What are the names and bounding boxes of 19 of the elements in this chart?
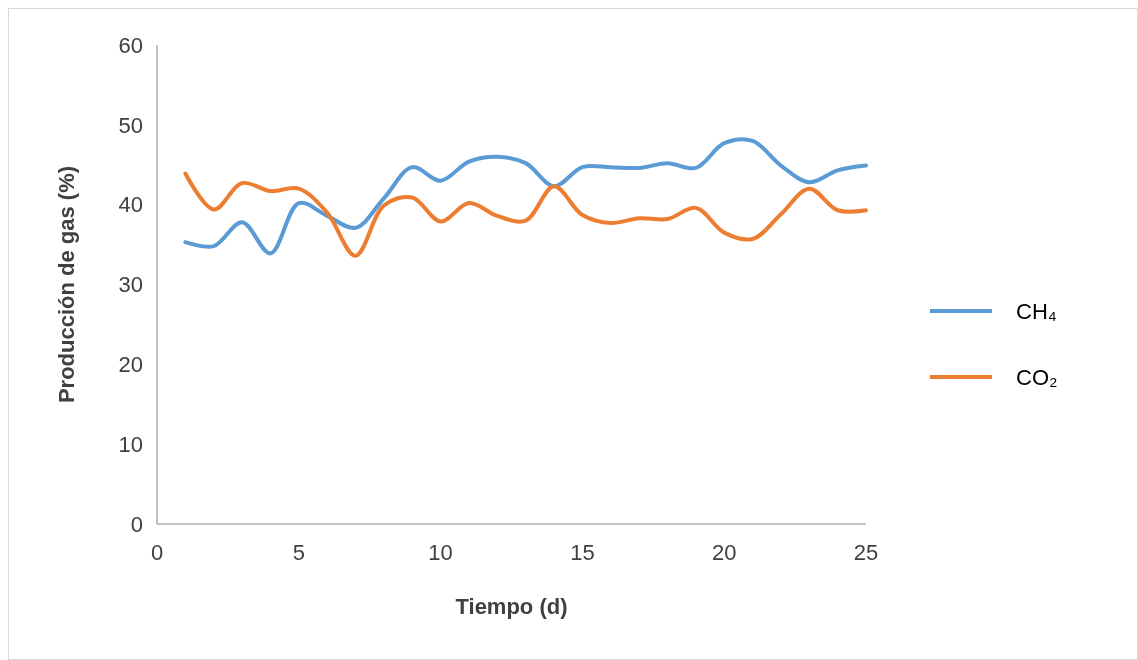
y-tick-label: 20: [118, 352, 143, 378]
y-tick-label: 30: [118, 272, 143, 298]
line-series: [183, 171, 868, 258]
x-tick-label: 10: [428, 540, 453, 565]
y-tick-label: 50: [118, 112, 143, 138]
y-tick-label: 40: [118, 192, 143, 218]
y-tick-label: 0: [130, 511, 143, 537]
x-tick-label: 25: [853, 540, 879, 565]
x-tick-label: 0: [150, 540, 164, 565]
line-series: [183, 137, 868, 256]
x-axis-title: Tiempo (d): [455, 594, 568, 619]
legend-label: CH₄: [1016, 298, 1057, 324]
legend-label: CO₂: [1016, 364, 1058, 390]
y-axis-title: Producción de gas (%): [54, 165, 79, 404]
x-tick-label: 5: [292, 540, 305, 565]
x-tick-label: 15: [570, 540, 595, 565]
y-tick-label: 10: [118, 431, 143, 457]
y-tick-label: 60: [118, 32, 143, 58]
x-tick-label: 20: [711, 540, 737, 565]
